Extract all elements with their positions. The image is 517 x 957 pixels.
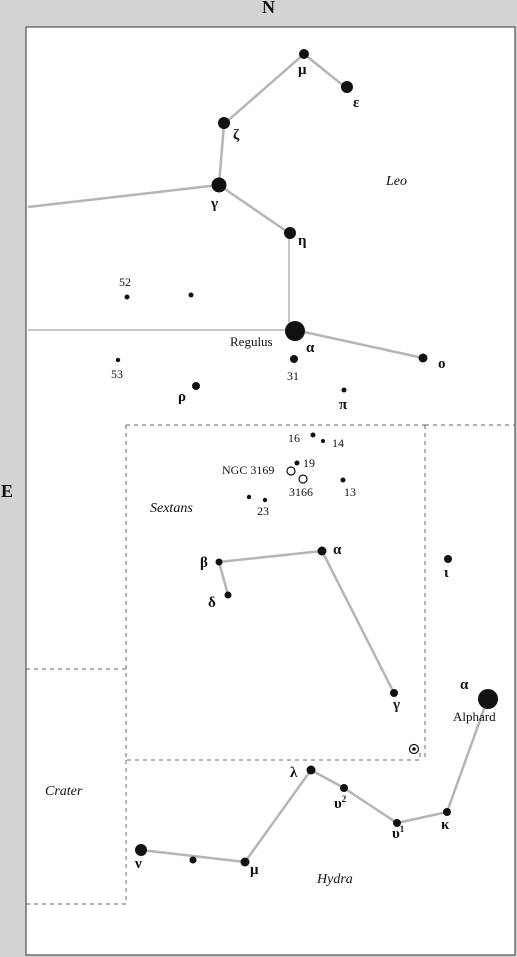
label-leo-epsilon: ε (353, 95, 360, 111)
line-leo-alpha-omicron (294, 328, 424, 360)
line-hya-lambda-mu (243, 769, 313, 863)
label-ngc3169: NGC 3169 (222, 463, 275, 477)
line-hya-upsilon2-lambda (310, 768, 345, 790)
label-sex-13: 13 (344, 485, 356, 499)
star-leo-31 (290, 355, 298, 363)
const-label-hydra: Hydra (317, 872, 353, 887)
line-sex-alpha-gamma (320, 550, 396, 694)
star-hya-kappa (443, 808, 451, 816)
star-leo-52 (124, 294, 130, 300)
star-sex-16 (310, 432, 316, 438)
label-hya-nu: ν (135, 856, 142, 872)
star-hya-unnamed (189, 856, 197, 864)
line-leo-zeta-gamma (217, 123, 226, 186)
label-hya-upsilon2: υ2 (334, 794, 347, 812)
label-sex-gamma: γ (393, 697, 401, 713)
line-leo-gamma-eta (218, 183, 290, 235)
compass-east: E (1, 481, 14, 501)
star-hya-upsilon2 (340, 784, 348, 792)
label-ngc3166: 3166 (289, 485, 313, 499)
star-alphard (478, 689, 498, 709)
star-hya-lambda (306, 765, 316, 775)
label-sex-19: 19 (303, 456, 315, 470)
star-leo-eta (284, 227, 296, 239)
star-leo-pi (341, 387, 347, 393)
star-sex-23 (262, 497, 268, 503)
line-hya-kappa-upsilon1 (396, 810, 448, 825)
line-leo-mu-zeta (223, 53, 305, 125)
label-sex-delta: δ (208, 595, 216, 611)
constellation-boundaries (26, 424, 515, 905)
label-leo-zeta: ζ (233, 127, 240, 143)
star-leo-epsilon (341, 81, 353, 93)
star-sex-19 (294, 460, 300, 466)
label-leo-mu: μ (298, 62, 307, 78)
line-sex-beta-alpha (218, 549, 323, 564)
line-hya-mu-nu (140, 848, 246, 864)
star-sex-gamma (390, 689, 398, 697)
label-sex-beta: β (200, 555, 208, 571)
label-leo-pi: π (339, 397, 348, 413)
star-sex-alpha (317, 546, 327, 556)
star-sex-14 (321, 439, 325, 443)
label-hya-upsilon1: υ1 (392, 824, 405, 842)
label-leo-omicron: ο (438, 356, 446, 372)
label-hya-kappa: κ (441, 817, 450, 833)
star-sex-23a (246, 494, 252, 500)
star-leo-53 (115, 357, 121, 363)
label-leo-eta: η (298, 233, 307, 249)
label-leo-rho: ρ (178, 389, 187, 405)
asterism-lines (27, 53, 490, 864)
compass-north: N (262, 0, 275, 17)
label-sex-23: 23 (257, 504, 269, 518)
line-leo-gamma-west (27, 183, 220, 209)
label-leo-53: 53 (111, 367, 123, 381)
deep-sky-objects (286, 466, 420, 755)
planetary-nebula-center (412, 747, 416, 751)
line-hya-upsilon1-upsilon2 (343, 786, 398, 825)
star-regulus (285, 321, 305, 341)
star-leo-unnamed (188, 292, 194, 298)
label-leo-31: 31 (287, 369, 299, 383)
label-sex-14: 14 (332, 436, 344, 450)
star-leo-gamma (211, 177, 227, 193)
star-sex-delta (224, 591, 232, 599)
label-hya-iota: ι (444, 565, 449, 581)
label-sex-16: 16 (288, 431, 300, 445)
star-hya-nu (135, 844, 147, 856)
line-hya-alpha-kappa (445, 697, 490, 813)
star-leo-zeta (218, 117, 230, 129)
star-hya-iota (444, 555, 452, 563)
star-leo-rho (192, 382, 200, 390)
label-sex-alpha: α (333, 542, 342, 558)
boundary-sextans-west-south (125, 425, 421, 761)
label-alphard: Alphard (453, 709, 496, 724)
galaxy-ngc3166-icon (298, 474, 308, 484)
label-hya-lambda: λ (290, 765, 298, 781)
star-leo-mu (299, 49, 309, 59)
chart-panel (25, 26, 516, 956)
label-leo-gamma: γ (211, 196, 219, 212)
planetary-nebula-icon (408, 743, 420, 755)
star-sex-beta (215, 558, 223, 566)
const-label-leo: Leo (386, 174, 407, 189)
label-hya-alpha: α (460, 677, 469, 693)
star-hya-mu (240, 857, 250, 867)
line-sex-beta-delta (217, 561, 230, 596)
star-sex-13 (340, 477, 346, 483)
label-leo-alpha: α (306, 340, 315, 356)
star-leo-omicron (418, 353, 428, 363)
boundary-crater-east (26, 760, 127, 905)
line-leo-epsilon-mu (303, 53, 346, 88)
galaxy-ngc3169-icon (286, 466, 296, 476)
stars (115, 49, 498, 867)
const-label-sextans: Sextans (150, 501, 193, 516)
const-label-crater: Crater (45, 784, 83, 799)
label-leo-52: 52 (119, 275, 131, 289)
label-hya-mu: μ (250, 862, 259, 878)
star-hya-upsilon1 (393, 819, 401, 827)
label-regulus: Regulus (230, 334, 273, 349)
